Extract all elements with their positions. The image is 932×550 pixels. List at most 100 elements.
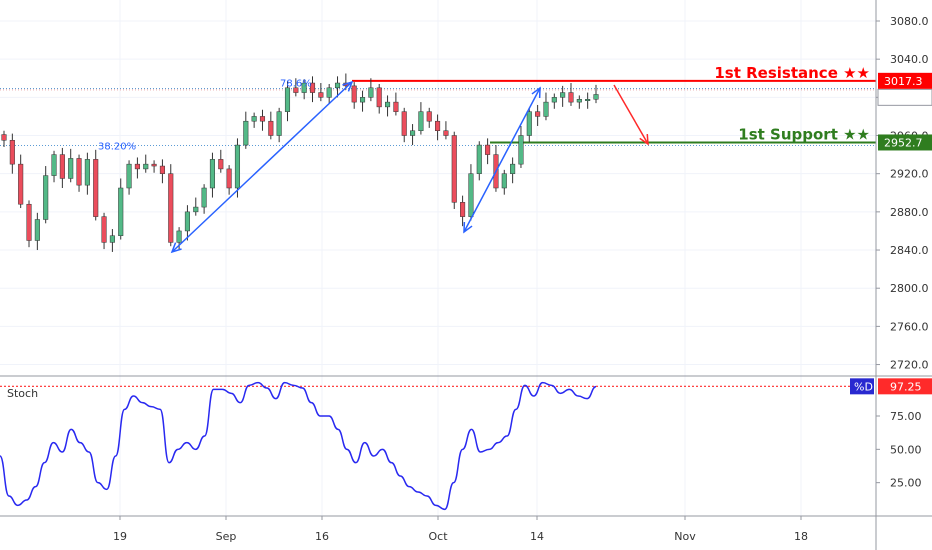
- candle-body-60: [501, 173, 507, 189]
- candle-body-25: [209, 159, 215, 189]
- candle-body-44: [368, 87, 374, 98]
- price-axis-label-0: 3080.0: [890, 15, 929, 28]
- stoch-series-tag-bg: [850, 378, 874, 395]
- stoch-label: Stoch: [7, 387, 38, 400]
- candle-body-63: [526, 111, 532, 136]
- candle-body-30: [251, 116, 257, 122]
- candle-body-43: [359, 97, 366, 103]
- stoch-line: [0, 381, 597, 511]
- candle-body-66: [551, 97, 557, 103]
- candle-body-55: [460, 202, 466, 217]
- current-price-tag-text: 3000.0: [884, 91, 923, 104]
- trend-arrow-1-head: [342, 80, 354, 92]
- price-axis-label-4: 2920.0: [890, 168, 929, 181]
- time-axis-label-3: Oct: [428, 530, 448, 543]
- resistance-tag-text: 3017.3: [884, 75, 923, 88]
- price-axis-label-8: 2760.0: [890, 320, 929, 333]
- candle-body-9: [76, 158, 82, 186]
- candle-body-39: [326, 87, 332, 98]
- resistance-label: 1st Resistance ★★: [714, 64, 870, 82]
- candle-body-17: [143, 163, 149, 170]
- support-tag-text: 2952.7: [884, 136, 923, 149]
- candle-body-15: [126, 163, 132, 189]
- trend-arrow-2-shaft: [463, 87, 541, 233]
- candle-body-67: [560, 92, 566, 98]
- stochastic-panel: 75.00 50.00 25.00 %D 97.25: [0, 375, 932, 511]
- trend-arrow-1-tail-head: [170, 242, 182, 254]
- stoch-axis-label-0: 75.00: [890, 410, 922, 423]
- candle-body-48: [401, 111, 407, 136]
- candle-body-24: [201, 187, 207, 208]
- projection-arrow-shaft: [613, 84, 649, 145]
- candle-body-45: [376, 87, 382, 108]
- candle-body-16: [134, 163, 140, 170]
- candle-body-18: [151, 163, 157, 167]
- candle-body-71: [593, 94, 599, 100]
- candle-body-20: [168, 173, 174, 243]
- candle-body-36: [301, 82, 307, 93]
- price-axis-label-6: 2840.0: [890, 244, 929, 257]
- candle-body-42: [351, 85, 357, 103]
- price-axis-label-9: 2720.0: [890, 359, 929, 372]
- candle-body-47: [393, 101, 399, 112]
- time-axis-label-4: 14: [530, 530, 544, 543]
- time-axis-label-6: 18: [794, 530, 808, 543]
- price-levels: [0, 79, 876, 147]
- candle-body-70: [585, 98, 591, 101]
- candle-body-57: [476, 144, 482, 174]
- candle-body-14: [118, 187, 124, 236]
- trend-arrow-2-head: [531, 86, 541, 99]
- candle-body-19: [159, 165, 165, 174]
- candle-body-50: [418, 111, 424, 131]
- candle-body-27: [226, 168, 232, 189]
- candle-body-38: [318, 92, 324, 98]
- price-candles: [1, 73, 599, 252]
- fib-label-786: 78.6%: [280, 79, 312, 90]
- candle-body-33: [276, 111, 282, 136]
- candle-body-52: [435, 120, 441, 131]
- candle-body-7: [59, 154, 65, 179]
- candle-body-0: [1, 134, 7, 141]
- current-price-tag-bg: [877, 88, 932, 106]
- trend-arrow-1-shaft: [171, 81, 353, 253]
- candle-body-8: [68, 158, 74, 179]
- candle-body-58: [485, 144, 491, 155]
- candle-body-61: [510, 163, 516, 174]
- candle-body-54: [451, 135, 457, 203]
- time-axis-label-0: 19: [113, 530, 127, 543]
- candle-body-29: [243, 120, 249, 146]
- candle-body-11: [93, 159, 99, 217]
- projection-arrow-head: [639, 133, 649, 146]
- candle-body-22: [184, 211, 190, 232]
- candle-body-10: [84, 159, 90, 186]
- resistance-tag-bg: [878, 72, 932, 89]
- candle-body-1: [9, 140, 15, 165]
- stoch-value-tag: 97.25: [890, 380, 922, 393]
- candle-body-6: [51, 154, 57, 176]
- candle-body-62: [518, 135, 524, 165]
- candle-body-51: [426, 111, 432, 122]
- candle-body-49: [410, 130, 416, 136]
- candle-body-34: [284, 87, 291, 112]
- candle-body-2: [18, 163, 24, 205]
- trend-arrow-2-tail-head: [463, 221, 473, 234]
- candle-body-32: [268, 120, 274, 136]
- candle-body-4: [34, 219, 40, 241]
- candle-body-23: [193, 206, 199, 213]
- time-axis-label-1: Sep: [216, 530, 237, 543]
- candle-body-28: [234, 144, 241, 189]
- candle-body-21: [176, 230, 182, 243]
- price-axis-label-5: 2880.0: [890, 206, 929, 219]
- price-axis-label-7: 2800.0: [890, 282, 929, 295]
- candle-body-53: [443, 130, 449, 136]
- candle-body-56: [468, 173, 474, 217]
- support-tag-bg: [878, 134, 932, 151]
- candle-body-68: [568, 92, 574, 103]
- time-axis-label-5: Nov: [674, 530, 696, 543]
- support-label: 1st Support ★★: [738, 125, 870, 143]
- stoch-axis-label-1: 50.00: [890, 443, 922, 456]
- candle-body-13: [109, 235, 115, 243]
- candle-body-35: [293, 87, 299, 93]
